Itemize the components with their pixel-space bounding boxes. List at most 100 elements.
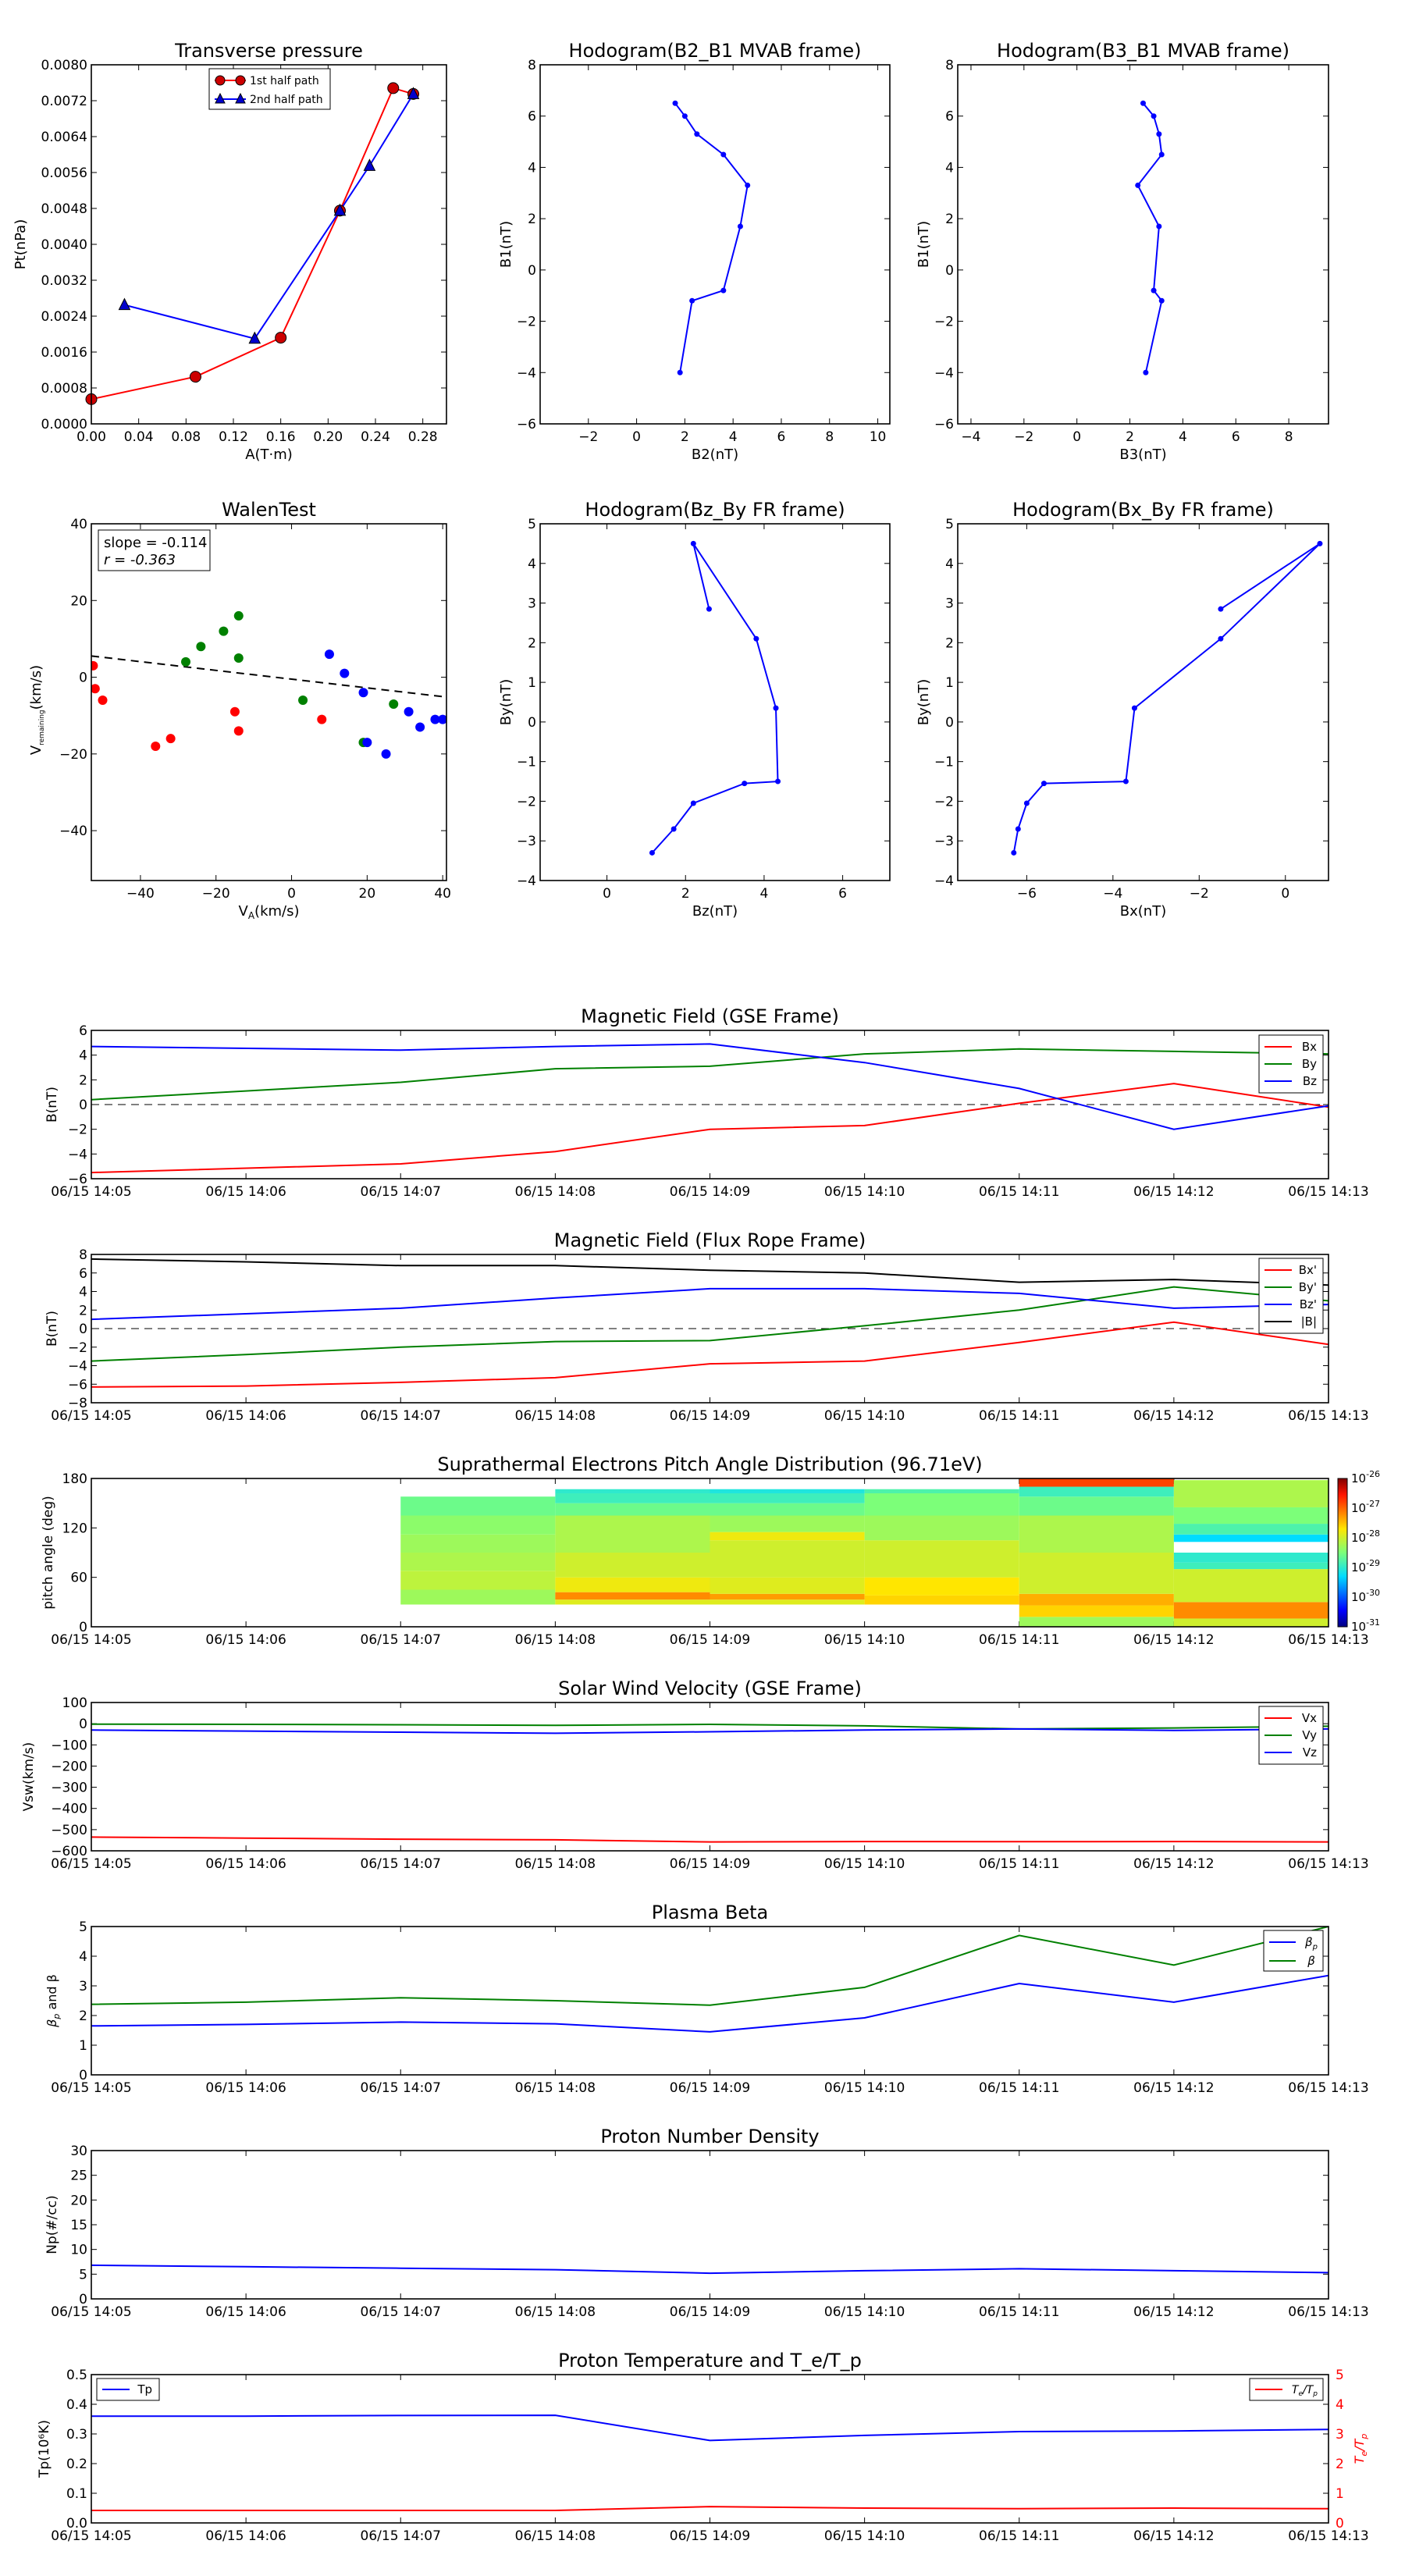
scatter-point [358, 688, 368, 698]
y-tick-label: −3 [517, 834, 536, 849]
y-axis-label: B(nT) [44, 1087, 60, 1123]
time-tick-label: 06/15 14:06 [205, 1632, 286, 1648]
scatter-point [98, 696, 108, 706]
y-tick-label: 2 [79, 1303, 87, 1318]
y-tick-label: 5 [528, 517, 536, 532]
time-tick-label: 06/15 14:13 [1288, 1632, 1368, 1648]
hodogram-point [690, 800, 696, 806]
chart-walen-test: WalenTest −40 −20 0 20 40 −40 −20 0 20 40 VA(km/s) V… [28, 499, 451, 921]
hodogram-point [706, 606, 712, 612]
point-triangle [363, 158, 376, 171]
scatter-point [362, 738, 372, 748]
y-tick-label: 8 [79, 1247, 87, 1263]
time-tick-label: 06/15 14:07 [361, 2528, 441, 2544]
time-tick-label: 06/15 14:10 [824, 1408, 905, 1424]
x-tick-label: 4 [729, 429, 738, 445]
time-tick-label: 06/15 14:10 [824, 1184, 905, 1200]
chart-hodogram-bx-by: Hodogram(Bx_By FR frame) −4 −3 −2 −1 0 1 2 3 4 5 −6… [916, 499, 1329, 920]
time-tick-label: 06/15 14:10 [824, 2080, 905, 2096]
chart-mag-fr: Magnetic Field (Flux Rope Frame) −8 −6 −4 −2… [44, 1229, 1369, 1424]
y-tick-label: 6 [528, 109, 536, 125]
plot-frame [91, 1030, 1329, 1179]
time-tick-label: 06/15 14:05 [51, 2080, 131, 2096]
x-tick-label: 2 [681, 429, 689, 445]
heatmap-cell [1173, 1480, 1329, 1507]
x-tick-label: −2 [1190, 886, 1209, 902]
x-tick-label: 2 [681, 886, 690, 902]
annotation-frame [98, 529, 211, 571]
y-tick-label: 0 [945, 263, 954, 279]
heatmap-cell [710, 1489, 865, 1493]
r-annotation: r = -0.363 [104, 552, 176, 568]
legend-label: Tp [137, 2382, 152, 2396]
y-tick-label: 3 [528, 596, 536, 612]
y-tick-label: −2 [517, 794, 536, 809]
legend-label: Bx [1302, 1040, 1317, 1054]
x-tick-label: −4 [961, 429, 980, 445]
y-axis-label: Vsw(km/s) [21, 1742, 37, 1812]
y-tick-label: 0 [79, 2292, 87, 2307]
series-line-1 [91, 1286, 1329, 1362]
time-tick-label: 06/15 14:11 [979, 1632, 1059, 1648]
x-tick-label: 0 [632, 429, 641, 445]
x-axis-label: Bz(nT) [692, 903, 738, 920]
time-tick-label: 06/15 14:11 [979, 2528, 1059, 2544]
scatter-point [317, 714, 327, 724]
chart-beta: Plasma Beta 0 1 2 3 4 5 06/15 14:05 06/15 14:06 0… [44, 1902, 1369, 2096]
y-tick-label: 0.0 [66, 2516, 87, 2532]
heatmap-cell [555, 1515, 710, 1553]
heatmap-cell [1019, 1617, 1174, 1627]
scatter-point [219, 626, 229, 636]
y-tick-label: −2 [934, 315, 954, 330]
y2-tick-label: 4 [1336, 2397, 1344, 2413]
point-triangle [248, 331, 261, 344]
scatter-point [430, 714, 440, 724]
y-tick-label: 120 [62, 1521, 87, 1536]
heatmap-cell [710, 1599, 865, 1605]
heatmap-cell [555, 1503, 710, 1516]
scatter-point [151, 742, 161, 752]
heatmap-cell [555, 1599, 710, 1605]
y-tick-label: 0.3 [66, 2427, 87, 2443]
heatmap-cell [710, 1540, 865, 1578]
legend-right: Te/Tp [1249, 2378, 1324, 2401]
x-tick-label: 6 [838, 886, 847, 902]
x-tick-label: 0.16 [266, 429, 296, 445]
y-tick-label: 4 [528, 160, 536, 176]
hodogram-point [737, 223, 743, 229]
time-tick-label: 06/15 14:12 [1133, 1632, 1214, 1648]
heatmap-cell [400, 1571, 556, 1590]
y-tick-label: 0.0032 [41, 273, 87, 289]
time-tick-label: 06/15 14:11 [979, 1184, 1059, 1200]
y-tick-label: 0 [79, 1322, 87, 1337]
x-tick-label: 0.28 [408, 429, 438, 445]
heatmap-cell [1173, 1534, 1329, 1542]
y-axis-label: By(nT) [916, 679, 932, 725]
point-triangle [407, 87, 420, 99]
y-tick-label: 0 [79, 1098, 87, 1113]
plot-area [91, 1043, 1329, 1174]
time-tick-label: 06/15 14:11 [979, 1856, 1059, 1872]
y-axis-label: Tp(10⁶K) [37, 2420, 52, 2478]
chart-velocity: Solar Wind Velocity (GSE Frame) −600 −500 −… [21, 1678, 1369, 1872]
heatmap-cell [864, 1540, 1019, 1578]
colorbar: 10-26 10-27 10-28 10-29 10-30 10-31 [1337, 1469, 1380, 1634]
y2-tick-label: 3 [1336, 2427, 1344, 2443]
scatter-point [438, 714, 446, 724]
plot-frame [91, 1702, 1329, 1852]
series-line-0 [91, 2264, 1329, 2275]
y-tick-label: −4 [68, 1359, 87, 1375]
hodogram-point [745, 182, 751, 188]
y-tick-label: −1 [517, 755, 536, 770]
heatmap-cell [400, 1496, 556, 1516]
hodogram-point [690, 540, 696, 546]
x-tick-label: −4 [1103, 886, 1122, 902]
y-axis-label: Pt(nPa) [12, 219, 29, 269]
legend-label: Te/Tp [1292, 2384, 1318, 2398]
time-tick-label: 06/15 14:06 [205, 2080, 286, 2096]
y-tick-label: −6 [68, 1172, 87, 1187]
x-tick-label: 0.12 [219, 429, 248, 445]
time-tick-label: 06/15 14:11 [979, 2080, 1059, 2096]
y2-tick-label: 1 [1336, 2486, 1344, 2502]
hodogram-point [1151, 287, 1157, 294]
